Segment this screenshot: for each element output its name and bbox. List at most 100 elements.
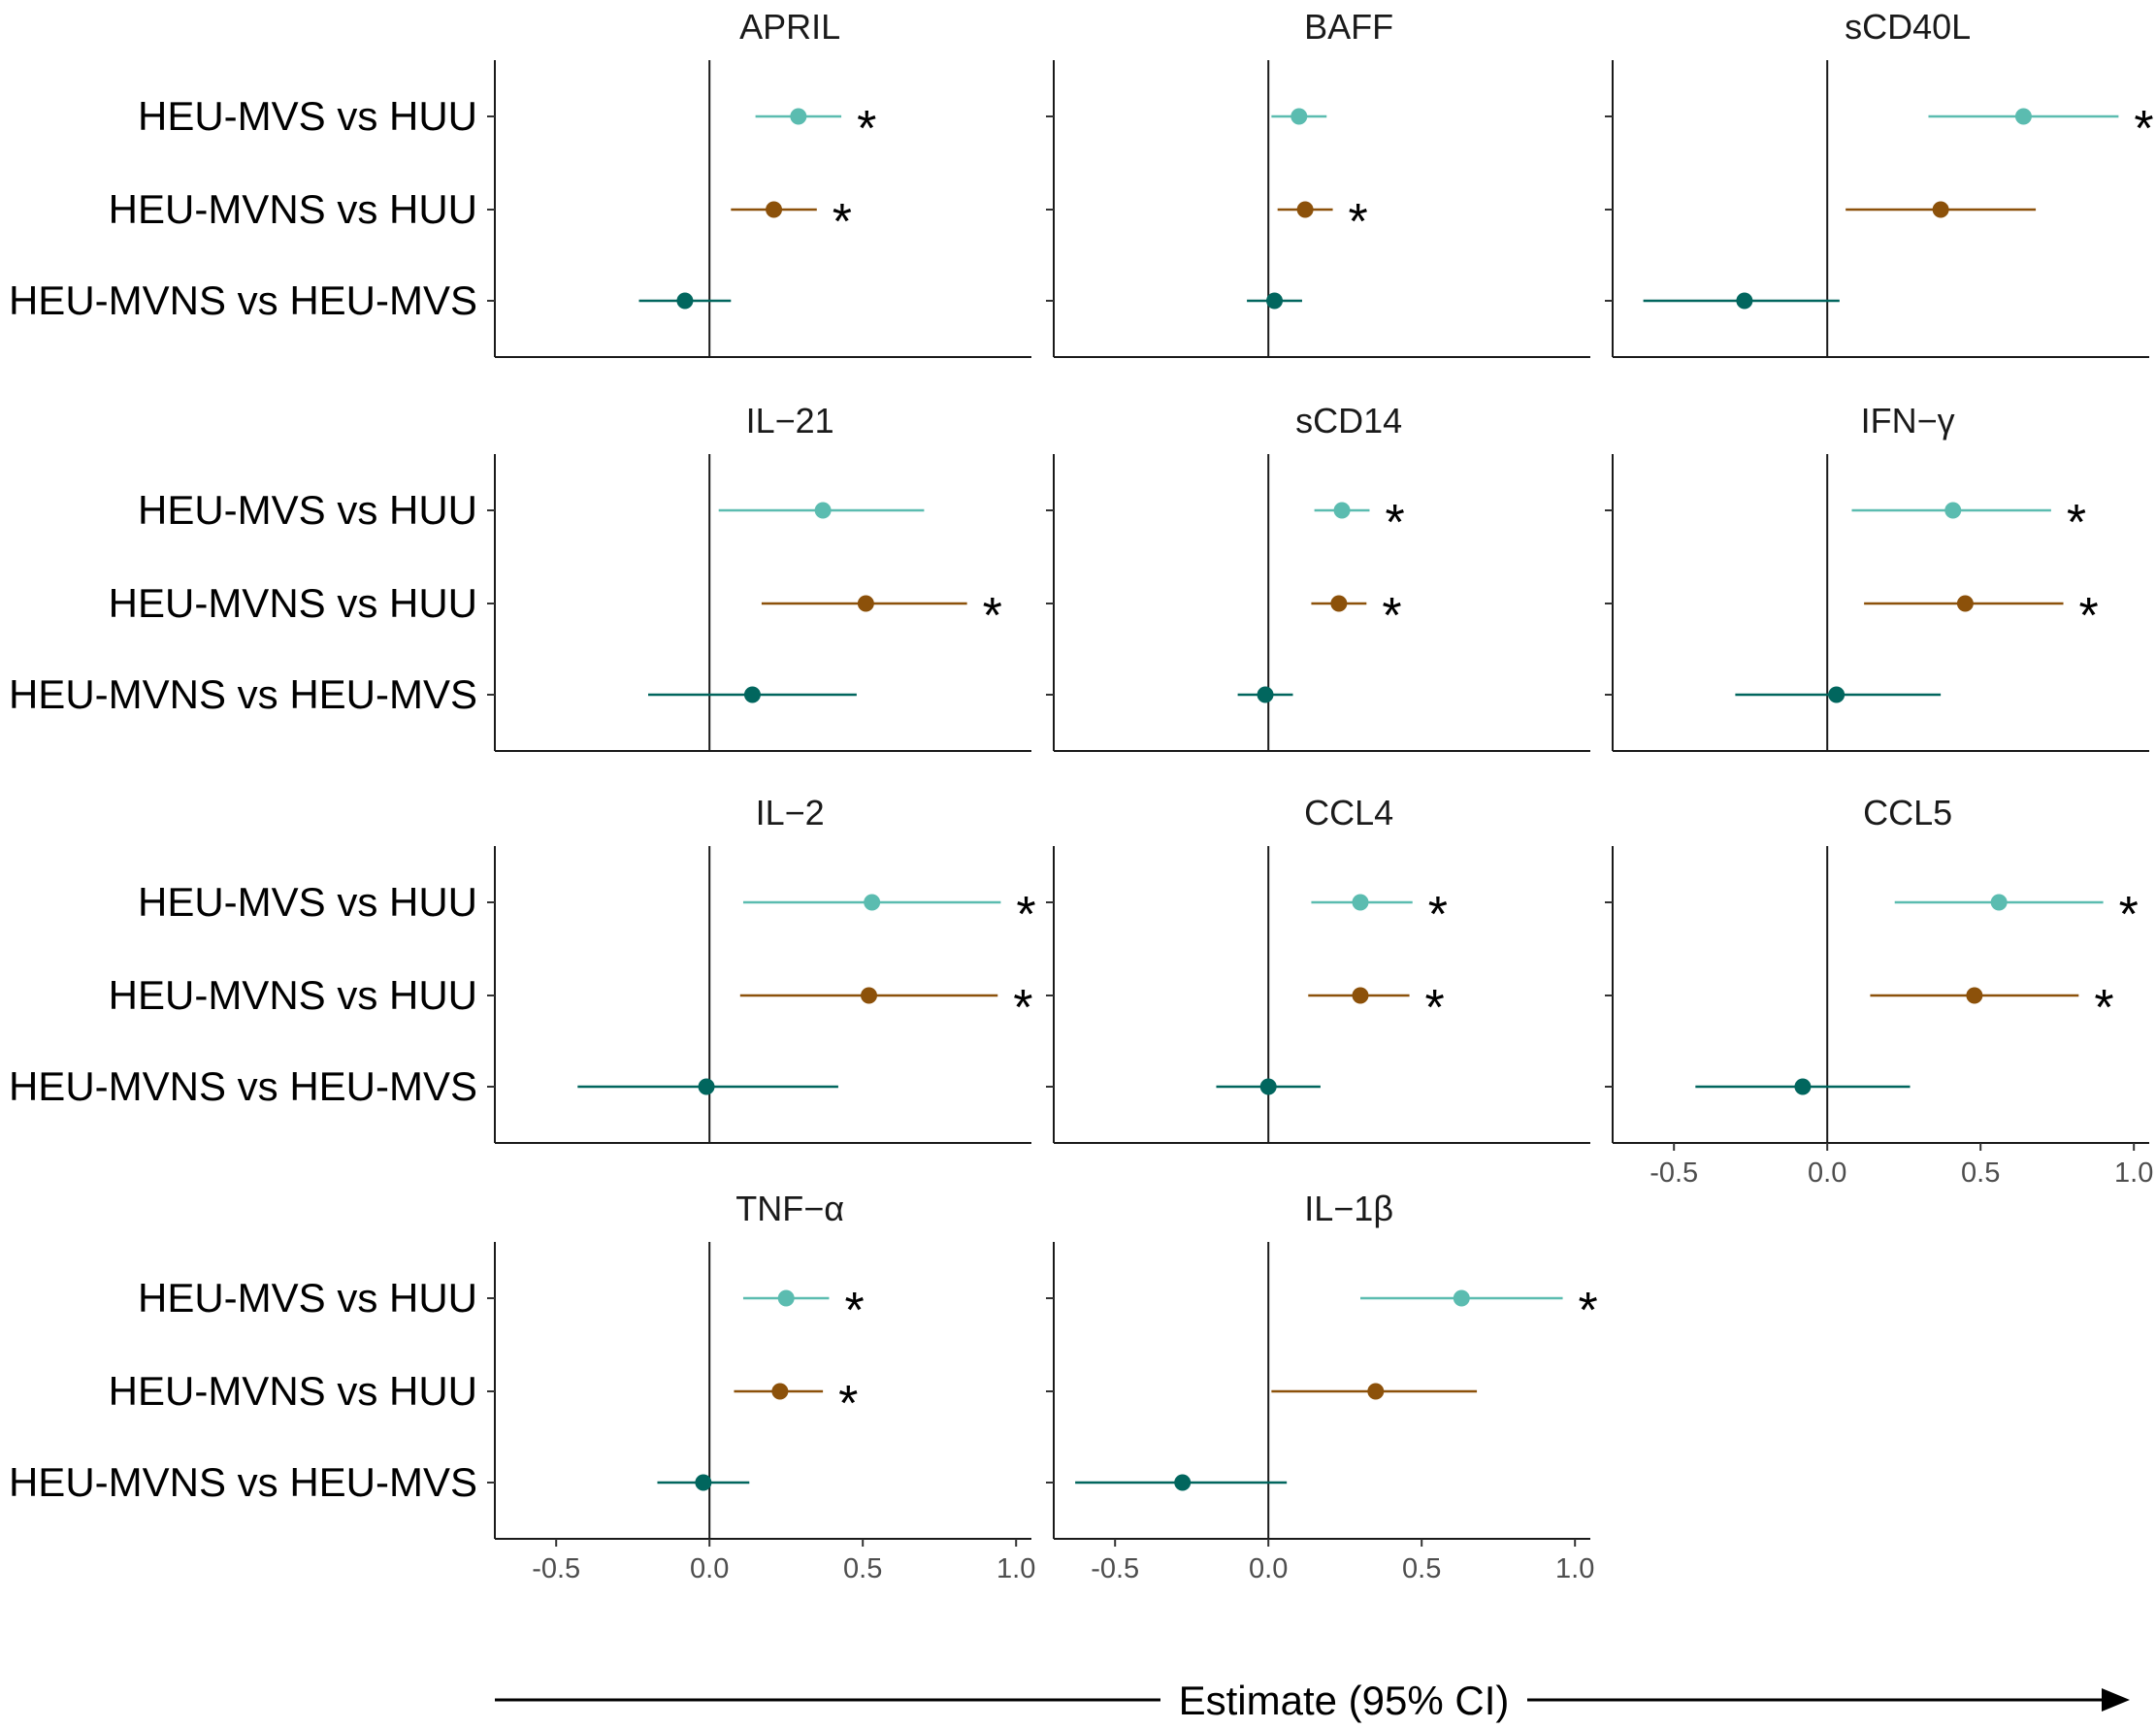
x-tick-label: 0.0: [690, 1553, 729, 1584]
point-estimate: [1736, 292, 1753, 310]
point-estimate: [1266, 292, 1284, 310]
significance-marker: *: [2119, 887, 2139, 943]
panel-0: APRIL HEU-MVS vs HUU * HEU-MVNS vs HUU * HEU-…: [9, 7, 1031, 358]
x-tick-label: 1.0: [2114, 1158, 2153, 1189]
significance-marker: *: [1013, 980, 1032, 1036]
panel-title: BAFF: [1304, 7, 1393, 47]
panel-title: CCL5: [1863, 793, 1952, 832]
significance-marker: *: [1579, 1283, 1598, 1339]
row-label: HEU-MVNS vs HUU: [109, 580, 477, 626]
significance-marker: *: [2094, 980, 2113, 1036]
panel-title: IL−2: [756, 793, 825, 832]
x-tick-label: 1.0: [1555, 1553, 1594, 1584]
significance-marker: *: [2134, 101, 2153, 157]
significance-marker: *: [1016, 887, 1035, 943]
panel-title: APRIL: [739, 7, 840, 47]
panel-6: IL−2 HEU-MVS vs HUU * HEU-MVNS vs HUU * HEU-M…: [9, 793, 1036, 1144]
point-estimate: [1352, 894, 1369, 911]
significance-marker: *: [983, 588, 1002, 644]
point-estimate: [1956, 595, 1974, 612]
row-label: HEU-MVS vs HUU: [138, 879, 477, 925]
point-estimate: [766, 201, 783, 218]
x-tick-label: -0.5: [532, 1553, 580, 1584]
panel-title: TNF−α: [735, 1189, 844, 1228]
point-estimate: [1333, 502, 1351, 519]
panel-title: sCD14: [1295, 401, 1402, 440]
row-label: HEU-MVNS vs HEU-MVS: [9, 277, 477, 323]
row-label: HEU-MVNS vs HEU-MVS: [9, 1063, 477, 1109]
point-estimate: [1174, 1474, 1192, 1491]
point-estimate: [1367, 1383, 1385, 1400]
panel-2: sCD40L *: [1605, 7, 2154, 358]
significance-marker: *: [2067, 495, 2086, 551]
panel-3: IL−21 HEU-MVS vs HUU HEU-MVNS vs HUU * HEU-M…: [9, 401, 1031, 752]
row-label: HEU-MVS vs HUU: [138, 93, 477, 139]
point-estimate: [1990, 894, 2008, 911]
point-estimate: [1932, 201, 1949, 218]
point-estimate: [1352, 987, 1369, 1004]
point-estimate: [1828, 686, 1846, 703]
point-estimate: [695, 1474, 712, 1491]
point-estimate: [790, 108, 807, 125]
point-estimate: [1259, 1078, 1277, 1095]
row-label: HEU-MVNS vs HEU-MVS: [9, 1459, 477, 1505]
point-estimate: [771, 1383, 789, 1400]
panel-5: IFN−γ * *: [1605, 401, 2149, 752]
significance-marker: *: [1428, 887, 1448, 943]
point-estimate: [676, 292, 694, 310]
point-estimate: [1290, 108, 1308, 125]
point-estimate: [1257, 686, 1274, 703]
point-estimate: [1296, 201, 1314, 218]
significance-marker: *: [1382, 588, 1401, 644]
row-label: HEU-MVNS vs HUU: [109, 186, 477, 232]
panel-7: CCL4 * *: [1046, 793, 1590, 1144]
point-estimate: [1944, 502, 1962, 519]
x-axis-label-background: [1160, 1667, 1527, 1725]
point-estimate: [857, 595, 874, 612]
significance-marker: *: [844, 1283, 864, 1339]
row-label: HEU-MVNS vs HUU: [109, 972, 477, 1018]
row-label: HEU-MVNS vs HEU-MVS: [9, 671, 477, 717]
panel-8: CCL5 ** -0.5 0.0 0.5 1.0: [1605, 793, 2153, 1189]
x-tick-label: -0.5: [1091, 1553, 1139, 1584]
panel-4: sCD14 * *: [1046, 401, 1590, 752]
x-tick-label: 0.0: [1808, 1158, 1846, 1189]
panel-1: BAFF *: [1046, 7, 1590, 358]
point-estimate: [814, 502, 832, 519]
panel-10: IL−1β * -0.5 0.0 0.5 1.0: [1046, 1189, 1598, 1584]
point-estimate: [777, 1289, 795, 1307]
x-tick-label: 0.5: [1961, 1158, 2000, 1189]
point-estimate: [2014, 108, 2032, 125]
row-label: HEU-MVS vs HUU: [138, 487, 477, 533]
panel-title: IL−21: [746, 401, 834, 440]
x-axis-label: Estimate (95% CI): [1179, 1678, 1510, 1723]
panel-title: sCD40L: [1845, 7, 1971, 47]
point-estimate: [743, 686, 761, 703]
point-estimate: [1330, 595, 1348, 612]
x-tick-label: -0.5: [1650, 1158, 1698, 1189]
panel-title: CCL4: [1304, 793, 1393, 832]
significance-marker: *: [1349, 194, 1368, 250]
x-axis-arrowhead: [2102, 1688, 2130, 1712]
panel-title: IFN−γ: [1861, 401, 1955, 440]
significance-marker: *: [1425, 980, 1445, 1036]
x-tick-label: 0.5: [843, 1553, 882, 1584]
significance-marker: *: [2079, 588, 2099, 644]
point-estimate: [698, 1078, 715, 1095]
panel-title: IL−1β: [1304, 1189, 1393, 1228]
significance-marker: *: [857, 101, 876, 157]
point-estimate: [1966, 987, 1983, 1004]
significance-marker: *: [1385, 495, 1404, 551]
point-estimate: [864, 894, 881, 911]
x-tick-label: 1.0: [996, 1553, 1035, 1584]
row-label: HEU-MVNS vs HUU: [109, 1368, 477, 1414]
x-tick-label: 0.0: [1249, 1553, 1288, 1584]
point-estimate: [1794, 1078, 1812, 1095]
point-estimate: [861, 987, 878, 1004]
significance-marker: *: [838, 1376, 858, 1432]
row-label: HEU-MVS vs HUU: [138, 1275, 477, 1321]
significance-marker: *: [833, 194, 852, 250]
x-tick-label: 0.5: [1402, 1553, 1441, 1584]
point-estimate: [1453, 1289, 1470, 1307]
